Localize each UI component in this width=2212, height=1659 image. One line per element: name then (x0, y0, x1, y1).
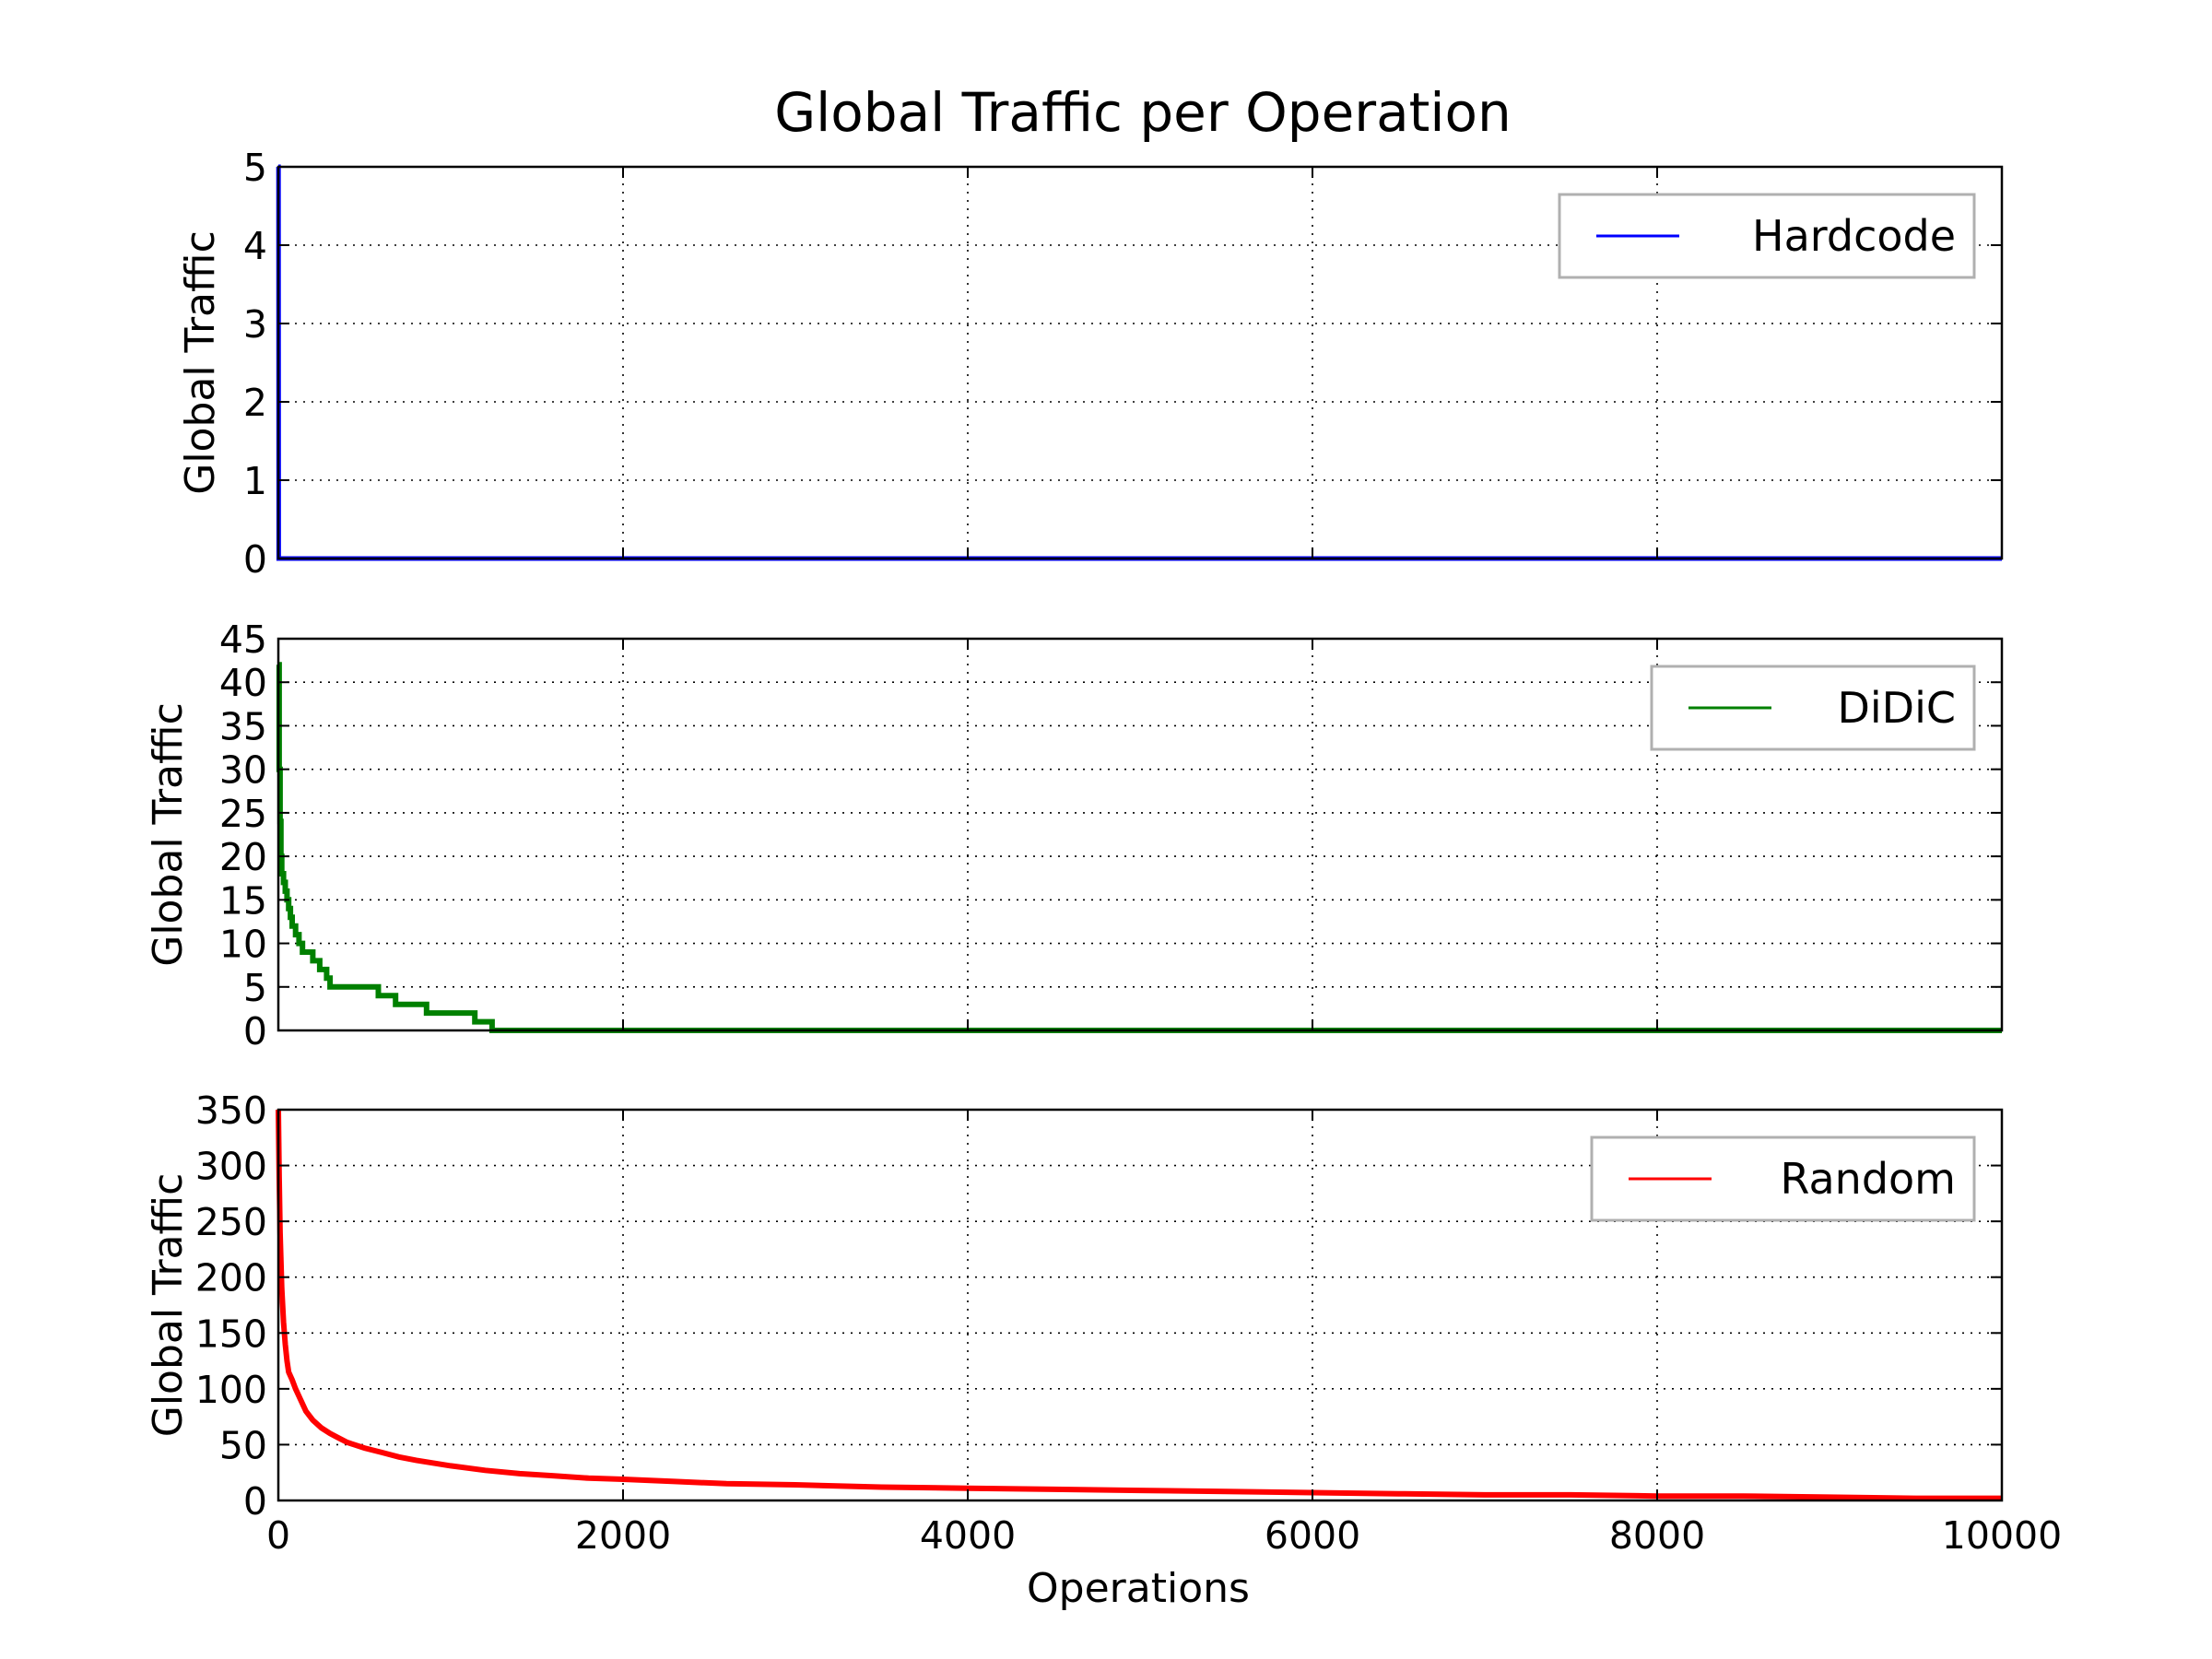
legend-label-hardcode: Hardcode (1752, 211, 1956, 261)
x-tick-label: 0 (266, 1513, 290, 1558)
y-tick-label: 250 (195, 1200, 267, 1244)
legend-label-random: Random (1781, 1154, 1956, 1204)
figure-title: Global Traffic per Operation (774, 81, 1512, 144)
y-tick-label: 1 (243, 459, 267, 503)
y-tick-label: 150 (195, 1312, 267, 1356)
y-tick-label: 5 (243, 966, 267, 1010)
y-axis-label: Global Traffic (145, 1173, 192, 1438)
series-line-didic (276, 662, 2002, 1033)
panel-3: 0 50 100 150 200 250 300 350 0 2000 4000 6000 8000 10… (145, 1088, 2062, 1558)
x-tick-label: 6000 (1265, 1513, 1360, 1558)
plot-frame (276, 637, 2004, 1032)
y-tick-label: 40 (219, 661, 267, 705)
y-tick-label: 25 (219, 792, 267, 836)
y-axis-label: Global Traffic (145, 702, 192, 967)
y-tick-label: 30 (219, 748, 267, 793)
x-tick-label: 10000 (1942, 1513, 2062, 1558)
y-tick-label: 350 (195, 1088, 267, 1133)
y-tick-label: 3 (243, 302, 267, 347)
panel-1: 0 1 2 3 4 5 Global Traffic Hardcode (177, 146, 2004, 582)
x-axis-label: Operations (1027, 1565, 1250, 1612)
y-tick-label: 50 (219, 1423, 267, 1467)
y-tick-label: 4 (243, 224, 267, 268)
plot-frame (276, 165, 2004, 560)
x-tick-label: 2000 (575, 1513, 671, 1558)
y-tick-label: 20 (219, 835, 267, 879)
y-tick-label: 35 (219, 704, 267, 748)
y-tick-label: 300 (195, 1145, 267, 1189)
y-tick-label: 200 (195, 1256, 267, 1300)
y-tick-label: 100 (195, 1368, 267, 1412)
y-tick-label: 0 (243, 537, 267, 582)
legend: DiDiC (1650, 665, 1976, 751)
y-tick-label: 0 (243, 1479, 267, 1524)
legend-label-didic: DiDiC (1837, 683, 1956, 733)
y-tick-label: 5 (243, 146, 267, 190)
plot-frame (276, 1108, 2004, 1502)
y-tick-label: 10 (219, 923, 267, 967)
y-tick-label: 45 (219, 618, 267, 662)
y-axis-label: Global Traffic (177, 230, 224, 495)
x-tick-label: 8000 (1609, 1513, 1705, 1558)
y-tick-label: 0 (243, 1009, 267, 1053)
legend: Hardcode (1558, 193, 1976, 279)
legend: Random (1590, 1135, 1976, 1222)
series-line-random (276, 1109, 2002, 1501)
x-tick-label: 4000 (920, 1513, 1016, 1558)
y-tick-label: 2 (243, 381, 267, 425)
y-tick-label: 15 (219, 878, 267, 923)
